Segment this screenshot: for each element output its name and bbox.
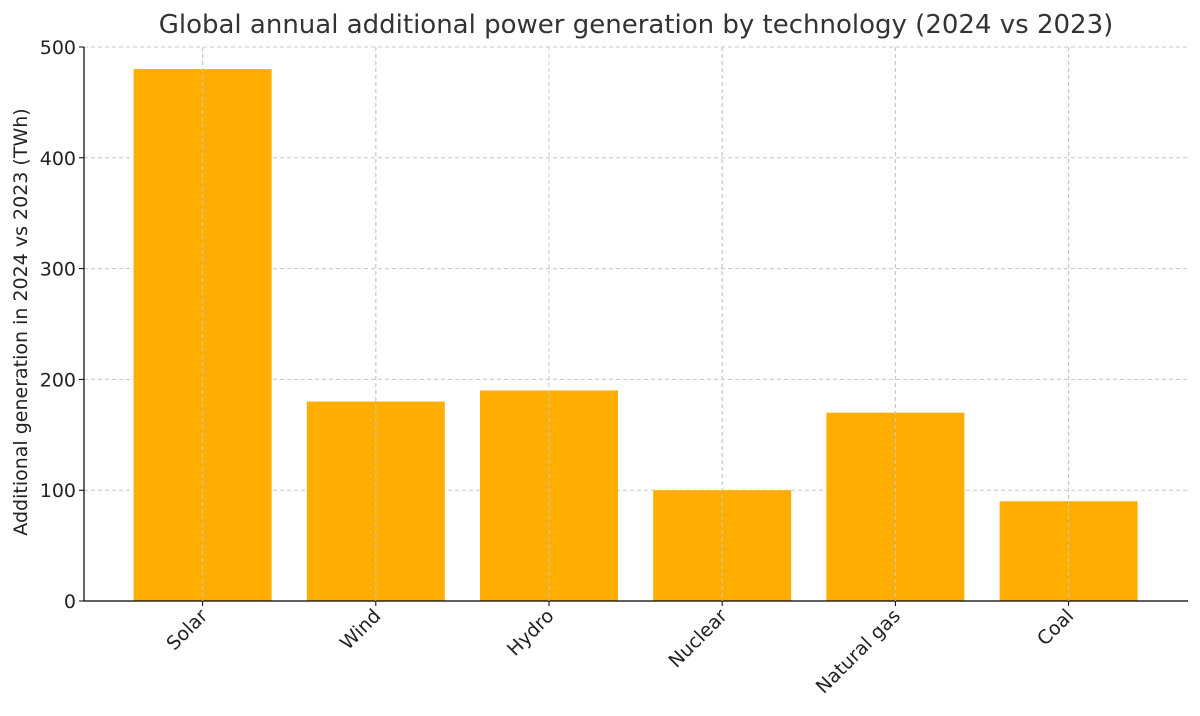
gridlines — [202, 47, 1070, 601]
y-tick-label: 200 — [40, 369, 76, 391]
y-tick-label: 0 — [64, 591, 76, 613]
axes — [83, 47, 1188, 602]
bars — [133, 69, 1138, 601]
y-tick-label: 100 — [40, 480, 76, 502]
y-tick-label: 500 — [40, 37, 76, 59]
x-tick-label: Hydro — [503, 605, 559, 661]
x-tick-label: Nuclear — [664, 605, 731, 672]
bar-natural-gas — [826, 412, 965, 601]
y-tick-label: 300 — [40, 259, 76, 281]
x-tick-label: Wind — [336, 605, 385, 654]
x-axis-ticks: Solar Wind Hydro Nuclear Natural gas Coal — [162, 601, 1078, 698]
y-axis-ticks: 0 100 200 300 400 500 — [40, 37, 84, 613]
x-tick-label: Solar — [162, 605, 212, 655]
x-tick-label: Natural gas — [812, 605, 905, 698]
bar-wind — [306, 401, 445, 601]
chart-title: Global annual additional power generatio… — [159, 10, 1114, 40]
y-axis-label: Additional generation in 2024 vs 2023 (T… — [10, 108, 32, 535]
x-tick-label: Coal — [1033, 605, 1078, 650]
y-tick-label: 400 — [40, 148, 76, 170]
